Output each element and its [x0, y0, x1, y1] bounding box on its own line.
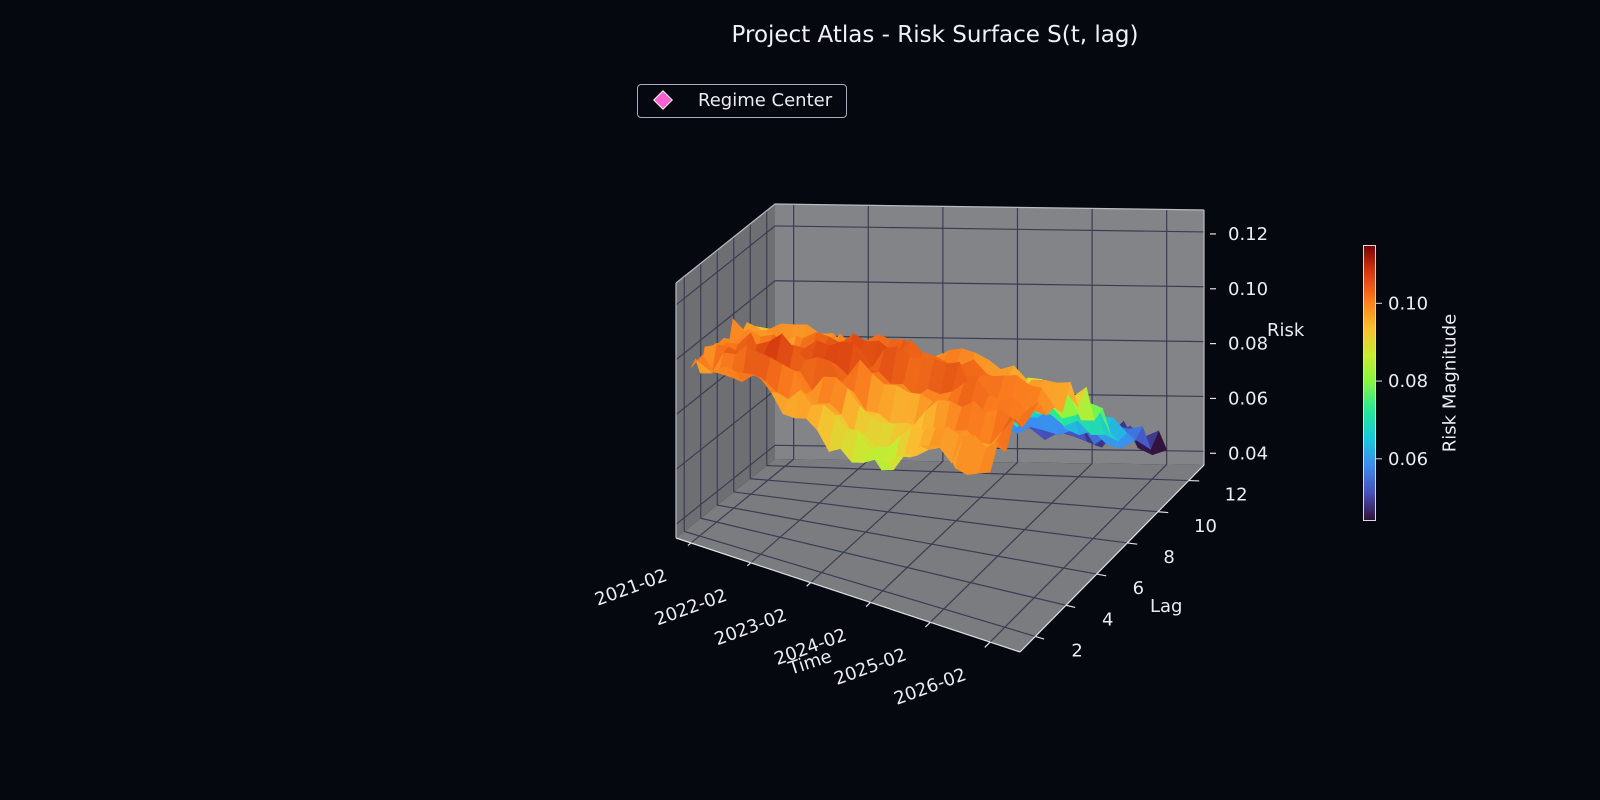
- y-tick-label: 4: [1102, 609, 1113, 630]
- x-tick: [746, 562, 752, 567]
- z-axis-label: Risk: [1267, 320, 1305, 341]
- floor-grid-line: [929, 463, 1093, 623]
- colorbar-tick-label: 0.10: [1388, 293, 1428, 314]
- left-grid-line: [675, 280, 776, 361]
- z-tick-label: 0.12: [1228, 224, 1268, 245]
- floor-grid-line: [810, 460, 944, 584]
- y-tick: [1157, 511, 1169, 514]
- y-tick-label: 12: [1225, 485, 1248, 506]
- legend: Regime Center: [637, 84, 847, 118]
- x-tick: [865, 602, 871, 608]
- axis-line: [1019, 464, 1205, 653]
- floor-grid-line: [717, 504, 1097, 575]
- y-tick-label: 2: [1071, 640, 1082, 661]
- back-grid-line: [774, 335, 1205, 343]
- y-tick-label: 10: [1194, 516, 1217, 537]
- risk-surface: [690, 318, 1168, 476]
- floor-grid-line: [700, 517, 1067, 606]
- colorbar-tick-label: 0.06: [1388, 449, 1428, 470]
- back-grid-line: [774, 225, 1205, 233]
- x-tick-label: 2021-02: [592, 565, 670, 610]
- floor-grid-line: [989, 464, 1168, 643]
- diamond-marker-icon: [653, 90, 673, 110]
- left-grid-line: [675, 444, 776, 525]
- floor-grid-line: [733, 491, 1128, 544]
- x-tick: [924, 621, 931, 628]
- floor-grid-line: [750, 459, 869, 564]
- floor-grid-line: [870, 461, 1018, 603]
- y-tick: [1065, 604, 1076, 609]
- x-tick: [806, 582, 812, 587]
- x-tick-label: 2026-02: [891, 664, 969, 709]
- y-axis-label: Lag: [1150, 596, 1182, 617]
- floor-grid-line: [690, 458, 795, 544]
- x-tick: [687, 542, 692, 546]
- chart-title: Project Atlas - Risk Surface S(t, lag): [731, 22, 1139, 48]
- z-tick-label: 0.06: [1228, 388, 1268, 409]
- floor-pane: [676, 459, 1204, 652]
- x-tick-label: 2023-02: [712, 605, 790, 650]
- surface-patch: [978, 441, 999, 474]
- colorbar-label: Risk Magnitude: [1439, 313, 1461, 453]
- colorbar-tick-label: 0.08: [1388, 371, 1428, 392]
- floor-grid-line: [684, 530, 1036, 637]
- z-tick-label: 0.10: [1228, 279, 1268, 300]
- axis-line: [675, 537, 1021, 653]
- z-tick-label: 0.04: [1228, 443, 1268, 464]
- back-grid-line: [774, 280, 1205, 288]
- x-tick-label: 2025-02: [831, 644, 909, 689]
- left-grid-line: [675, 225, 776, 306]
- x-tick-label: 2022-02: [652, 585, 730, 630]
- x-tick: [984, 641, 991, 648]
- y-tick: [1096, 573, 1107, 577]
- z-tick-label: 0.08: [1228, 334, 1268, 355]
- y-tick-label: 8: [1163, 547, 1174, 568]
- pane-edge: [675, 203, 776, 284]
- y-tick-label: 6: [1133, 578, 1144, 599]
- pane-edge: [774, 203, 1205, 211]
- y-tick: [1127, 542, 1138, 545]
- floor-grid-line: [750, 478, 1159, 513]
- left-grid-line: [675, 389, 776, 470]
- legend-label: Regime Center: [698, 90, 833, 111]
- y-tick: [1035, 635, 1045, 640]
- colorbar: [1363, 245, 1376, 521]
